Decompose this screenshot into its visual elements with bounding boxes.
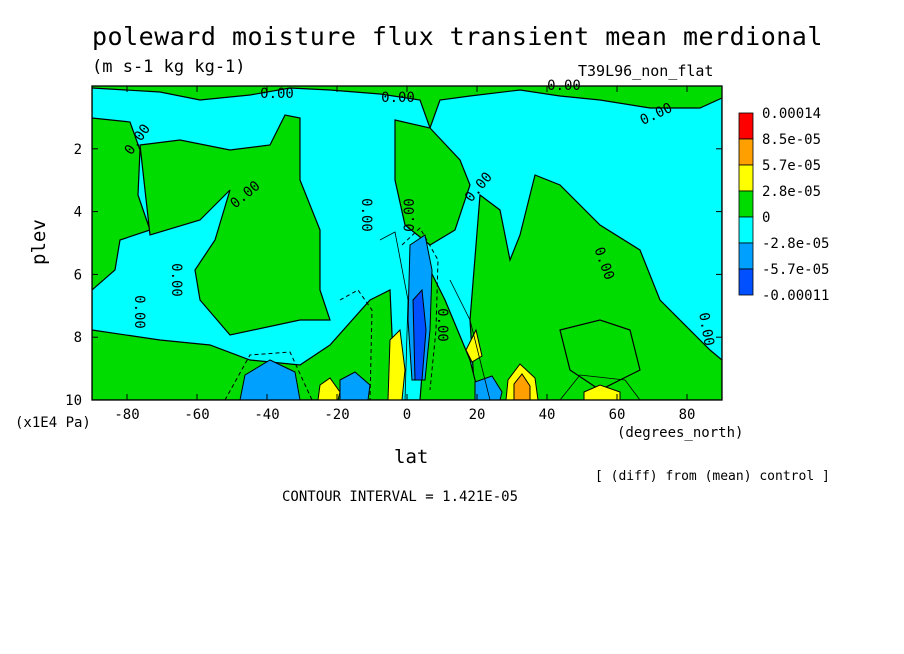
contour-label: 0.00: [402, 198, 418, 232]
x-tick-label: 20: [469, 407, 486, 423]
positive-contour: [449, 279, 491, 400]
contour-label: 0.00: [358, 198, 374, 232]
field-layer: [92, 86, 722, 400]
y-tick-label: 8: [74, 330, 82, 346]
contour-label: 0.00: [131, 295, 147, 329]
positive-contour: [559, 374, 641, 400]
y-scale-note: (x1E4 Pa): [15, 415, 91, 431]
x-tick-label: -60: [184, 407, 209, 423]
field-region-positive: [559, 319, 641, 391]
negative-contour: [224, 351, 313, 400]
color-bar-swatch: [738, 216, 754, 244]
field-region-strong-negative: [239, 359, 301, 400]
color-bar-label: 5.7e-05: [762, 158, 821, 174]
contour-label: 0.00: [260, 86, 294, 102]
color-bar: 0.00014 8.5e-05 5.7e-05 2.8e-05 0 -2.8e-05 -5.…: [738, 106, 829, 304]
x-tick-label: 80: [679, 407, 696, 423]
color-bar-swatch: [738, 242, 754, 270]
color-bar-swatch: [738, 112, 754, 140]
x-axis-units: (degrees_north): [617, 425, 744, 441]
contour-label: 0.00: [695, 311, 717, 347]
field-region-positive: [394, 119, 471, 246]
y-tick-label: 6: [74, 267, 82, 283]
y-tick-label: 2: [74, 142, 82, 158]
chart-title: poleward moisture flux transient mean me…: [92, 22, 823, 51]
x-tick-label: -40: [254, 407, 279, 423]
color-bar-swatch: [738, 164, 754, 192]
field-region-positive-peak: [513, 373, 531, 400]
color-bar-swatch: [738, 138, 754, 166]
field-region-strong-negative: [474, 375, 503, 400]
diff-note: [ (diff) from (mean) control ]: [595, 469, 830, 484]
x-tick-label: -80: [114, 407, 139, 423]
contour-label: 0.00: [547, 78, 581, 94]
negative-contour: [401, 227, 439, 391]
field-region-positive: [92, 289, 396, 400]
field-region-strong-negative: [339, 371, 371, 400]
x-tick-label: 40: [539, 407, 556, 423]
contour-label: 0.00: [381, 90, 415, 106]
x-tick-label: -20: [324, 407, 349, 423]
color-bar-label: -0.00011: [762, 288, 829, 304]
contour-label: 0.00: [434, 308, 450, 342]
model-label: T39L96_non_flat: [578, 62, 714, 80]
y-tick-label: 10: [65, 393, 82, 409]
color-bar-swatch: [738, 190, 754, 218]
color-bar-label: 2.8e-05: [762, 184, 821, 200]
positive-contour: [379, 231, 409, 400]
chart-units: (m s-1 kg kg-1): [92, 57, 246, 77]
x-axis-label: lat: [394, 446, 429, 468]
color-bar-swatch: [738, 268, 754, 296]
field-region-positive: [469, 174, 722, 400]
y-axis: 2 4 6 8 10: [65, 142, 722, 409]
field-region-very-negative: [412, 288, 427, 381]
color-bar-label: 0.00014: [762, 106, 821, 122]
x-axis: -80 -60 -40 -20 0 20 40 60 80: [114, 86, 695, 423]
color-bar-label: 0: [762, 210, 770, 226]
y-tick-label: 4: [74, 205, 82, 221]
negative-contour: [339, 289, 373, 400]
color-bar-label: -5.7e-05: [762, 262, 829, 278]
field-region-positive-max: [583, 384, 621, 400]
contour-interval: CONTOUR INTERVAL = 1.421E-05: [282, 489, 519, 505]
field-region-positive-max: [317, 377, 341, 400]
field-region-positive: [139, 114, 331, 336]
x-tick-label: 0: [403, 407, 411, 423]
x-tick-label: 60: [609, 407, 626, 423]
field-region-positive-max: [387, 328, 406, 400]
color-bar-label: 8.5e-05: [762, 132, 821, 148]
color-bar-label: -2.8e-05: [762, 236, 829, 252]
field-region-positive-max: [465, 328, 483, 363]
contour-label: 0.00: [168, 263, 184, 297]
